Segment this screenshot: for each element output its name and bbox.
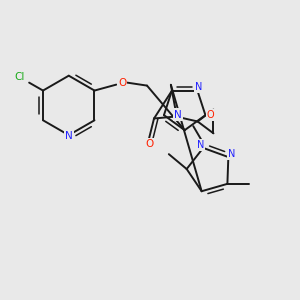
Text: O: O bbox=[118, 78, 126, 88]
Text: N: N bbox=[228, 149, 235, 159]
Text: O: O bbox=[145, 139, 153, 149]
Text: N: N bbox=[174, 110, 182, 119]
Text: O: O bbox=[206, 110, 214, 120]
Text: N: N bbox=[196, 140, 204, 150]
Text: N: N bbox=[195, 82, 202, 92]
Text: N: N bbox=[65, 131, 73, 141]
Text: Cl: Cl bbox=[14, 72, 24, 82]
